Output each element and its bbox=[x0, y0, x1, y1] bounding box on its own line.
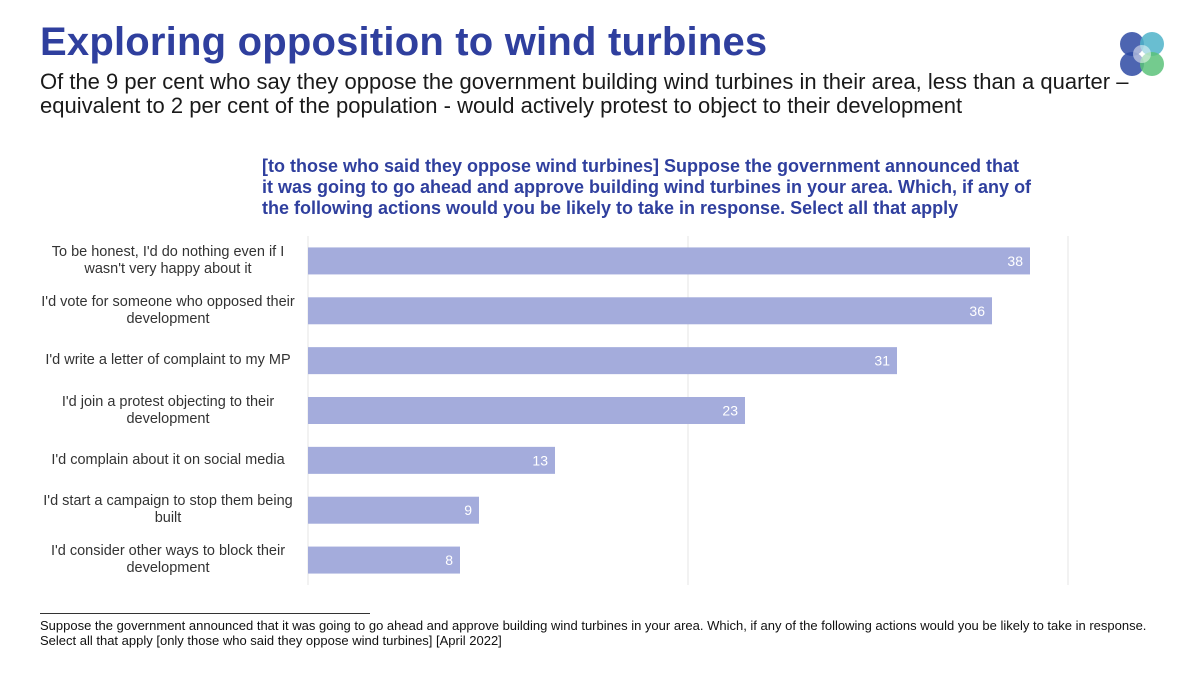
category-label: I'd join a protest objecting to their de… bbox=[61, 393, 275, 427]
category-label: I'd consider other ways to block their d… bbox=[50, 543, 286, 577]
page-title: Exploring opposition to wind turbines bbox=[40, 20, 768, 64]
bar-value-label: 36 bbox=[969, 303, 985, 319]
category-label: I'd complain about it on social media bbox=[51, 451, 285, 468]
bar bbox=[308, 496, 479, 524]
footnote-divider bbox=[40, 613, 370, 614]
overlapping-circles-logo-icon bbox=[1120, 32, 1164, 76]
bar-value-label: 31 bbox=[874, 353, 890, 369]
bar bbox=[308, 297, 992, 325]
category-label: To be honest, I'd do nothing even if I w… bbox=[51, 243, 285, 277]
bar-value-label: 13 bbox=[532, 452, 548, 468]
category-label: I'd start a campaign to stop them being … bbox=[43, 493, 293, 527]
bar bbox=[308, 247, 1030, 275]
category-label: I'd write a letter of complaint to my MP bbox=[45, 352, 291, 369]
category-label: I'd vote for someone who opposed their d… bbox=[41, 293, 295, 327]
bar-value-label: 9 bbox=[464, 502, 472, 518]
bar-value-label: 8 bbox=[445, 552, 453, 568]
chart-question-heading: [to those who said they oppose wind turb… bbox=[262, 156, 1032, 218]
bar bbox=[308, 446, 555, 474]
bar bbox=[308, 546, 460, 574]
bar bbox=[308, 347, 897, 375]
page-subtitle: Of the 9 per cent who say they oppose th… bbox=[40, 69, 1129, 118]
bar bbox=[308, 397, 745, 424]
footnote: Suppose the government announced that it… bbox=[40, 618, 1147, 648]
bar-value-label: 23 bbox=[722, 403, 738, 419]
bar-value-label: 38 bbox=[1007, 253, 1023, 269]
